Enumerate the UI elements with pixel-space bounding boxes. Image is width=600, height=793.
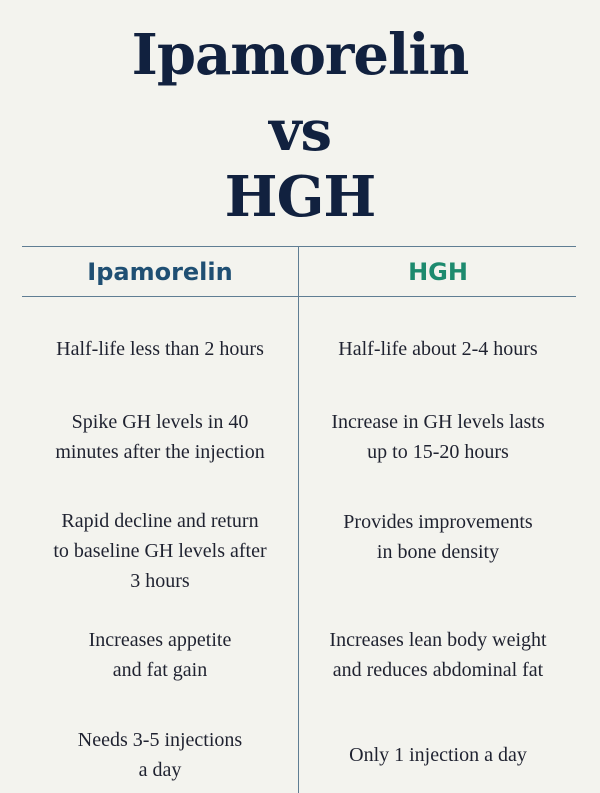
table-header-divider [22, 296, 576, 297]
row-2-hgh: Increase in GH levels lasts up to 15-20 … [300, 407, 576, 467]
row-3-hgh: Provides improvements in bone density [300, 507, 576, 567]
row-1-ipamorelin-line-1: Half-life less than 2 hours [56, 338, 264, 360]
row-4-hgh-line-1: Increases lean body weight [329, 629, 547, 651]
row-3-ipamorelin-line-2: to baseline GH levels after [53, 540, 267, 562]
row-3-hgh-line-1: Provides improvements [343, 511, 533, 533]
column-heading-hgh: HGH [408, 258, 468, 286]
row-1-hgh: Half-life about 2-4 hours [300, 334, 576, 364]
row-4-hgh-line-2: and reduces abdominal fat [332, 659, 544, 681]
row-3-ipamorelin: Rapid decline and return to baseline GH … [22, 506, 298, 596]
row-3-hgh-line-2: in bone density [376, 541, 500, 563]
row-5-hgh: Only 1 injection a day [300, 740, 576, 770]
row-5-hgh-line-1: Only 1 injection a day [349, 744, 527, 766]
row-3-ipamorelin-line-1: Rapid decline and return [61, 510, 259, 532]
title-ipamorelin: Ipamorelin [131, 22, 470, 88]
row-5-ipamorelin-line-1: Needs 3-5 injections [77, 729, 243, 751]
row-2-ipamorelin: Spike GH levels in 40 minutes after the … [22, 407, 298, 467]
row-4-hgh: Increases lean body weight and reduces a… [300, 625, 576, 685]
title-vs: vs [268, 98, 332, 164]
row-5-ipamorelin: Needs 3-5 injections a day [22, 725, 298, 785]
row-1-hgh-line-1: Half-life about 2-4 hours [338, 338, 538, 360]
table-column-divider [298, 246, 299, 793]
row-1-ipamorelin: Half-life less than 2 hours [22, 334, 298, 364]
row-2-hgh-line-2: up to 15-20 hours [367, 441, 509, 463]
row-5-ipamorelin-line-2: a day [138, 759, 182, 781]
row-3-ipamorelin-line-3: 3 hours [130, 570, 190, 592]
table-top-divider [22, 246, 576, 247]
row-2-ipamorelin-line-2: minutes after the injection [55, 441, 265, 463]
title-hgh: HGH [224, 164, 377, 230]
row-2-hgh-line-1: Increase in GH levels lasts [331, 411, 545, 433]
column-heading-ipamorelin: Ipamorelin [87, 258, 233, 286]
row-4-ipamorelin-line-2: and fat gain [112, 659, 208, 681]
row-2-ipamorelin-line-1: Spike GH levels in 40 [71, 411, 249, 433]
row-4-ipamorelin: Increases appetite and fat gain [22, 625, 298, 685]
row-4-ipamorelin-line-1: Increases appetite [88, 629, 232, 651]
